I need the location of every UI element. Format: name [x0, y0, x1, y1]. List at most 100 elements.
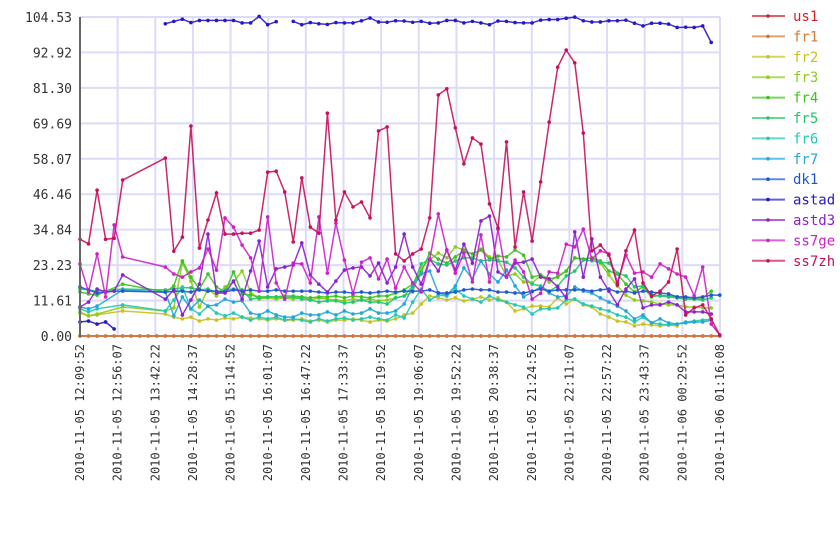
data-point-fr2: [453, 296, 458, 300]
data-point-fr6: [581, 302, 586, 306]
data-point-fr4: [376, 294, 381, 298]
data-point-astd3: [530, 257, 534, 261]
data-point-astad: [299, 22, 304, 27]
data-point-fr5: [666, 295, 671, 299]
data-point-fr5: [274, 295, 278, 299]
data-point-fr6: [590, 304, 594, 308]
data-point-astad: [632, 21, 637, 25]
data-point-fr7: [180, 295, 185, 299]
data-point-astad: [462, 21, 466, 25]
data-point-fr7: [513, 284, 517, 288]
data-point-fr1: [590, 334, 594, 338]
data-point-fr6: [538, 307, 543, 311]
data-point-fr1: [555, 334, 560, 338]
data-point-ss7ge: [299, 262, 304, 266]
data-point-dk1: [598, 288, 603, 292]
data-point-astd3: [666, 300, 671, 304]
data-point-fr6: [197, 312, 202, 316]
data-point-fr6: [334, 317, 338, 321]
data-point-astad: [700, 24, 705, 28]
data-point-astd3: [632, 277, 637, 281]
data-point-dk1: [590, 289, 594, 293]
data-point-astad: [402, 19, 406, 23]
data-point-fr4: [470, 252, 475, 256]
data-point-astd3: [197, 282, 202, 286]
data-point-ss7zh: [274, 169, 278, 174]
data-point-fr1: [607, 334, 611, 338]
data-point-fr3: [666, 303, 671, 307]
data-point-fr6: [393, 313, 398, 317]
data-point-dk1: [445, 291, 449, 295]
data-point-fr1: [683, 334, 688, 338]
data-point-fr4: [564, 269, 569, 273]
data-point-fr1: [538, 334, 543, 338]
data-point-astad: [95, 322, 99, 326]
data-point-fr6: [470, 297, 475, 301]
data-point-fr1: [189, 334, 193, 338]
data-point-astad: [572, 15, 577, 19]
data-point-dk1: [649, 290, 654, 294]
legend-label: ss7zh: [793, 254, 835, 270]
data-point-astd3: [496, 270, 500, 274]
data-point-fr3: [223, 285, 227, 289]
data-point-fr1: [197, 334, 202, 338]
data-point-ss7ge: [513, 258, 517, 262]
data-point-fr6: [308, 320, 313, 324]
data-point-fr4: [521, 253, 526, 257]
legend-label: fr7: [793, 152, 818, 168]
data-point-fr5: [700, 298, 705, 302]
data-point-fr6: [214, 311, 219, 315]
data-point-astad: [189, 20, 193, 25]
data-point-fr3: [189, 279, 193, 283]
data-point-astd3: [555, 285, 560, 289]
legend-swatch-dot: [766, 197, 770, 202]
data-point-fr1: [359, 334, 364, 338]
y-tick-label: 23.23: [33, 259, 72, 274]
data-point-ss7ge: [308, 281, 313, 285]
data-point-astad: [598, 20, 603, 24]
data-point-ss7zh: [530, 239, 534, 243]
data-point-dk1: [504, 290, 509, 294]
data-point-fr7: [189, 307, 193, 311]
data-point-fr4: [189, 275, 193, 279]
legend-item-ss7zh: ss7zh: [752, 254, 835, 270]
data-point-fr7: [427, 269, 432, 273]
y-tick-label: 69.69: [33, 117, 72, 132]
data-point-fr7: [325, 310, 330, 314]
data-point-fr7: [299, 311, 304, 315]
x-tick-label: 2010-11-05 22:11:07: [562, 344, 576, 481]
data-point-fr5: [393, 296, 398, 300]
x-tick-label: 2010-11-05 18:19:52: [374, 344, 388, 481]
data-point-fr2: [180, 317, 185, 321]
data-point-ss7zh: [692, 306, 696, 310]
data-point-ss7ge: [683, 275, 688, 279]
x-tick-label: 2010-11-05 20:38:37: [487, 344, 501, 481]
data-point-astd3: [265, 285, 270, 289]
data-point-fr7: [274, 313, 278, 317]
y-tick-label: 34.84: [33, 224, 72, 239]
data-point-fr3: [197, 305, 202, 309]
data-point-fr5: [189, 285, 193, 290]
data-point-ss7ge: [436, 212, 441, 216]
data-point-fr1: [445, 334, 449, 338]
data-point-ss7zh: [649, 294, 654, 298]
data-point-fr2: [419, 302, 424, 306]
data-point-dk1: [572, 288, 577, 292]
data-point-ss7ge: [359, 260, 364, 264]
data-point-fr7: [402, 302, 406, 306]
legend-label: fr6: [793, 131, 818, 147]
y-tick-label: 58.07: [33, 153, 72, 168]
data-point-dk1: [299, 289, 304, 293]
x-tick-label: 2010-11-05 16:47:22: [299, 344, 313, 481]
series-dk1: [78, 285, 722, 300]
data-point-fr1: [240, 334, 244, 338]
data-point-fr2: [487, 298, 492, 302]
data-point-ss7ge: [231, 225, 236, 229]
data-point-dk1: [453, 290, 458, 294]
data-point-fr1: [470, 334, 475, 338]
data-point-fr1: [513, 334, 517, 338]
data-point-astd3: [240, 297, 244, 301]
data-point-fr4: [342, 296, 347, 300]
data-point-fr1: [248, 334, 253, 338]
data-point-fr7: [385, 311, 389, 315]
